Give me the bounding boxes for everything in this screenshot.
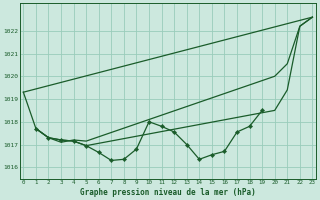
X-axis label: Graphe pression niveau de la mer (hPa): Graphe pression niveau de la mer (hPa) xyxy=(80,188,256,197)
